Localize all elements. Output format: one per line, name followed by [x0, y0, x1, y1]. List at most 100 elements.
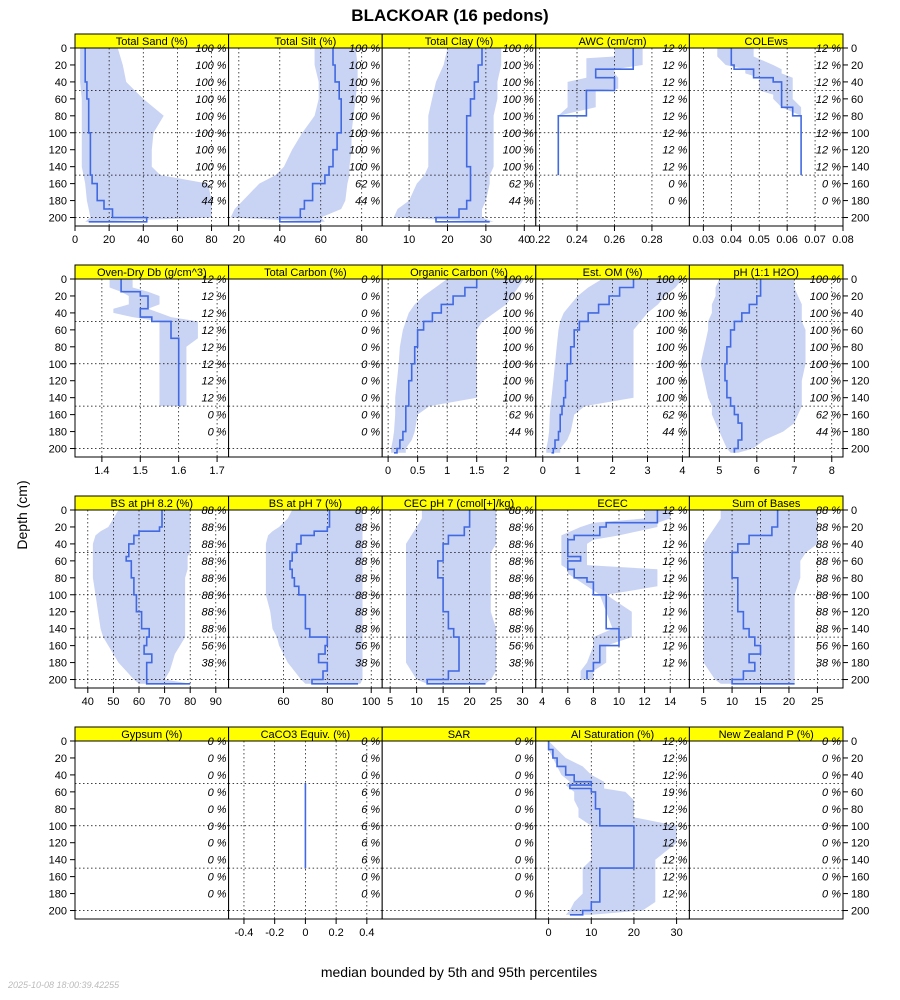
median-line — [557, 48, 634, 176]
data-coverage-label: 12 % — [662, 872, 687, 884]
panel-gridlines — [228, 321, 383, 449]
y-tick-label: 60 — [851, 94, 863, 106]
data-coverage-label: 0 % — [515, 821, 534, 833]
panel-gridlines — [689, 510, 843, 688]
x-tick-label: 80 — [184, 696, 196, 708]
data-coverage-label: 100 % — [503, 43, 534, 55]
y-tick-label: 0 — [61, 736, 67, 748]
data-coverage-label: 0 % — [361, 342, 380, 354]
panel-11: BS at pH 7 (%) 88 % 88 % 88 % 88 % 88 % 88 % 88… — [228, 495, 383, 708]
y-tick-label: 100 — [49, 821, 67, 833]
y-tick-label: 60 — [851, 325, 863, 337]
data-coverage-label: 12 % — [662, 838, 687, 850]
panel-strip-label: Gypsum (%) — [121, 729, 182, 741]
x-tick-label: 3 — [644, 465, 650, 477]
x-tick-label: 50 — [107, 696, 119, 708]
x-tick-label: 25 — [490, 696, 502, 708]
y-tick-label: 0 — [851, 274, 857, 286]
x-tick-label: 80 — [321, 696, 333, 708]
data-coverage-label: 88 % — [509, 522, 534, 534]
data-coverage-label: 100 % — [195, 128, 226, 140]
panel-7: Organic Carbon (%)100 %100 %100 %100 %10… — [381, 264, 537, 477]
y-tick-label: 60 — [55, 787, 67, 799]
x-tick-label: 8 — [829, 465, 835, 477]
y-tick-label: 140 — [851, 162, 869, 174]
y-tick-label: 200 — [851, 213, 869, 225]
data-coverage-label: 100 % — [656, 274, 687, 286]
y-tick-label: 120 — [49, 838, 67, 850]
data-coverage-label: 100 % — [195, 77, 226, 89]
y-tick-label: 40 — [55, 770, 67, 782]
data-coverage-label: 100 % — [503, 145, 534, 157]
x-tick-label: 2 — [610, 465, 616, 477]
x-tick-label: 1.5 — [133, 465, 148, 477]
data-coverage-label: 88 % — [202, 539, 227, 551]
y-axis-label: Depth (cm) — [14, 480, 30, 549]
panel-gridlines — [228, 48, 383, 226]
data-coverage-label: 0 % — [361, 736, 380, 748]
data-coverage-label: 100 % — [503, 94, 534, 106]
data-coverage-label: 0 % — [822, 821, 841, 833]
data-coverage-label: 0 % — [515, 736, 534, 748]
panel-gridlines — [689, 48, 843, 226]
y-tick-label: 100 — [851, 359, 869, 371]
y-tick-label: 60 — [55, 325, 67, 337]
data-coverage-label: 62 % — [509, 410, 534, 422]
data-coverage-label: 12 % — [662, 607, 687, 619]
data-coverage-label: 12 % — [816, 60, 841, 72]
data-coverage-label: 100 % — [349, 111, 380, 123]
panel-strip-label: CaCO3 Equiv. (%) — [261, 729, 351, 741]
panel-strip-label: COLEws — [744, 36, 788, 48]
data-coverage-label: 12 % — [816, 145, 841, 157]
data-coverage-label: 12 % — [662, 505, 687, 517]
y-tick-label: 20 — [55, 522, 67, 534]
panel-12: CEC pH 7 (cmol[+]/kg)88 %88 %88 %88 %88 … — [381, 495, 537, 708]
y-tick-label: 160 — [49, 641, 67, 653]
data-coverage-label: 12 % — [662, 624, 687, 636]
y-tick-label: 200 — [49, 213, 67, 225]
data-coverage-label: 12 % — [202, 325, 227, 337]
x-tick-label: 0.24 — [566, 234, 587, 246]
data-coverage-label: 100 % — [656, 359, 687, 371]
y-tick-label: 80 — [55, 342, 67, 354]
data-coverage-label: 100 % — [656, 325, 687, 337]
data-coverage-label: 38 % — [509, 658, 534, 670]
x-tick-label: 7 — [791, 465, 797, 477]
x-tick-label: -0.2 — [265, 927, 284, 939]
data-coverage-label: 100 % — [810, 376, 841, 388]
x-tick-label: 20 — [783, 696, 795, 708]
percentile-band — [92, 510, 191, 684]
data-coverage-label: 100 % — [503, 291, 534, 303]
data-coverage-label: 0 % — [822, 872, 841, 884]
data-coverage-label: 88 % — [509, 556, 534, 568]
y-tick-label: 160 — [49, 872, 67, 884]
panel-border — [688, 509, 844, 689]
data-coverage-label: 0 % — [208, 410, 227, 422]
data-coverage-label: 12 % — [662, 753, 687, 765]
x-tick-label: -0.4 — [234, 927, 253, 939]
chart-title: BLACKOAR (16 pedons) — [351, 6, 548, 25]
x-tick-label: 4 — [679, 465, 685, 477]
data-coverage-label: 100 % — [810, 308, 841, 320]
data-coverage-label: 0 % — [822, 736, 841, 748]
data-coverage-label: 62 % — [509, 179, 534, 191]
data-coverage-label: 0 % — [208, 838, 227, 850]
data-coverage-label: 88 % — [202, 505, 227, 517]
data-coverage-label: 0 % — [208, 889, 227, 901]
data-coverage-label: 12 % — [662, 128, 687, 140]
panel-gridlines — [382, 279, 536, 457]
y-tick-label: 0 — [851, 736, 857, 748]
panel-strip-label: BS at pH 8.2 (%) — [111, 498, 194, 510]
data-coverage-label: 0 % — [822, 889, 841, 901]
data-coverage-label: 88 % — [509, 624, 534, 636]
median-line — [435, 48, 490, 223]
x-tick-label: 20 — [233, 234, 245, 246]
data-coverage-label: 0 % — [208, 804, 227, 816]
data-coverage-label: 88 % — [355, 505, 380, 517]
x-tick-label: 20 — [628, 927, 640, 939]
data-coverage-label: 0 % — [208, 770, 227, 782]
data-coverage-label: 0 % — [668, 196, 687, 208]
panel-background — [382, 741, 536, 919]
median-line — [279, 48, 342, 223]
